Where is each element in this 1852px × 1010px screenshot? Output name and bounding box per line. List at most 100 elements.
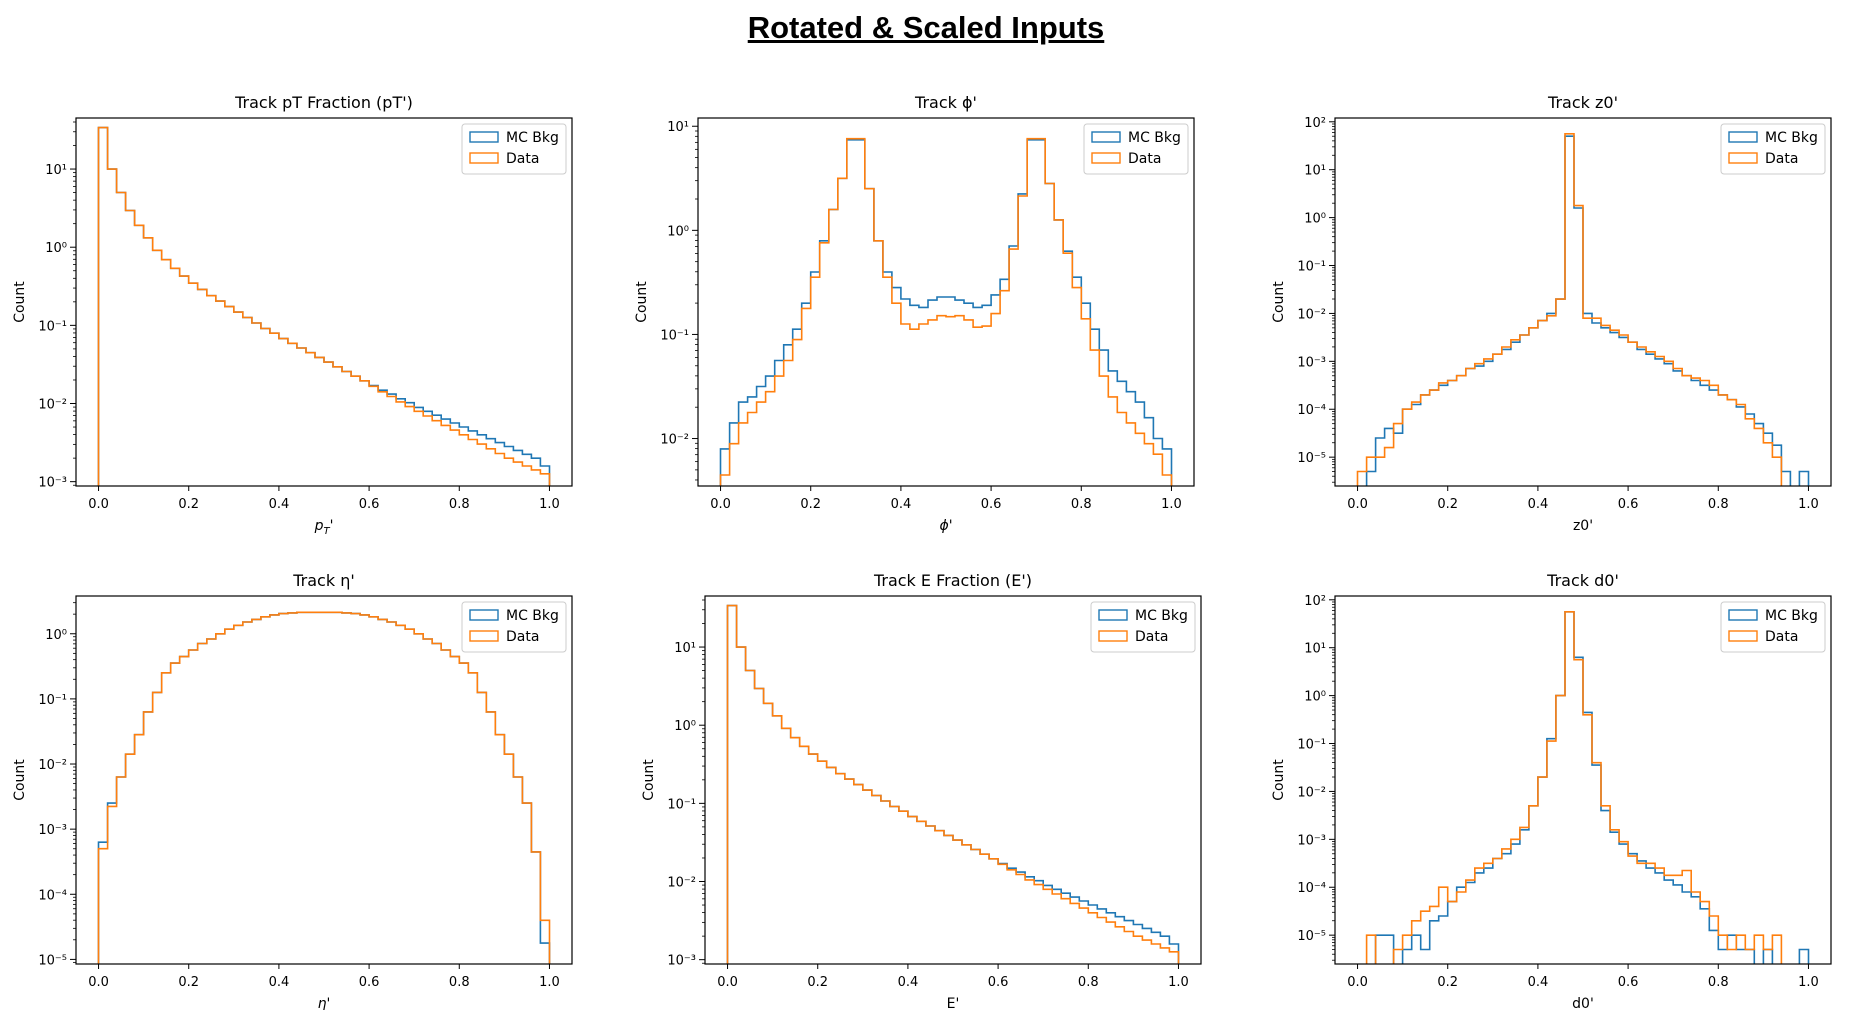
y-tick-label: 10⁻⁴ (1297, 403, 1326, 418)
legend-label: MC Bkg (1128, 130, 1181, 146)
y-tick-label: 10¹ (45, 163, 67, 178)
x-tick-label: 0.8 (449, 975, 470, 990)
legend-label: Data (1135, 629, 1168, 645)
x-axis-label: ϕ' (939, 518, 952, 534)
x-axis-label: z0' (1573, 518, 1593, 534)
x-tick-label: 0.8 (1708, 497, 1729, 512)
x-tick-label: 0.8 (1071, 497, 1092, 512)
y-tick-label: 10⁻¹ (38, 693, 67, 708)
x-tick-label: 0.8 (1078, 975, 1099, 990)
x-axis-label: d0' (1572, 996, 1594, 1010)
y-tick-label: 10⁻³ (38, 823, 67, 838)
y-tick-label: 10¹ (1304, 642, 1326, 657)
y-tick-label: 10⁻² (38, 758, 67, 773)
legend-swatch (469, 630, 499, 642)
legend: MC Bkg Data (1720, 601, 1826, 653)
x-tick-label: 0.4 (269, 497, 290, 512)
legend-box (1090, 601, 1196, 653)
legend-label: Data (1765, 151, 1798, 167)
x-tick-label: 0.2 (1437, 497, 1458, 512)
legend-box (1720, 123, 1826, 175)
x-tick-label: 0.2 (807, 975, 828, 990)
y-tick-label: 10⁰ (45, 241, 67, 256)
y-tick-label: 10⁻⁴ (1297, 881, 1326, 896)
y-tick-label: 10² (1304, 594, 1326, 609)
x-axis-label: E' (947, 996, 960, 1010)
legend-swatch (1728, 152, 1758, 164)
y-tick-label: 10⁻¹ (1297, 260, 1326, 275)
plot-frame (697, 117, 1195, 487)
chart-title: Track d0' (1546, 571, 1619, 590)
plot-frame (1334, 117, 1832, 487)
series-data-line (726, 604, 1180, 964)
x-tick-label: 0.4 (1528, 975, 1549, 990)
x-tick-label: 0.6 (988, 975, 1009, 990)
x-tick-label: 0.6 (981, 497, 1002, 512)
series-data-line (1356, 133, 1783, 486)
legend-swatch (469, 152, 499, 164)
x-tick-label: 1.0 (1168, 975, 1189, 990)
series-mc-bkg-line (726, 604, 1180, 964)
series-mc-bkg-line (719, 139, 1173, 486)
x-tick-label: 0.2 (800, 497, 821, 512)
y-tick-label: 10⁰ (674, 719, 696, 734)
series-mc-bkg-line (1365, 135, 1810, 486)
x-axis-label: η' (318, 996, 331, 1010)
x-tick-label: 0.8 (1708, 975, 1729, 990)
legend-label: MC Bkg (1135, 608, 1188, 624)
y-tick-label: 10⁻² (667, 876, 696, 891)
legend-label: Data (1128, 151, 1161, 167)
y-tick-label: 10² (1304, 116, 1326, 131)
chart-panel-1: Track pT Fraction (pT') 0.0 0.2 0.4 0.6 0.8 1.… (12, 93, 573, 537)
legend-swatch (1091, 152, 1121, 164)
y-tick-label: 10⁰ (45, 628, 67, 643)
legend-box (1083, 123, 1189, 175)
series-data-line (97, 126, 551, 486)
chart-panel-6: Track d0' 0.0 0.2 0.4 0.6 0.8 1.0 10⁻⁵ 10⁻⁴ 10⁻³ 1… (1271, 571, 1832, 1010)
legend-label: Data (506, 151, 539, 167)
y-tick-label: 10⁻¹ (660, 328, 689, 343)
y-axis-label: Count (1271, 281, 1287, 323)
x-tick-label: 0.4 (1528, 497, 1549, 512)
x-tick-label: 0.6 (1618, 497, 1639, 512)
chart-panel-4: Track η' 0.0 0.2 0.4 0.6 0.8 1.0 10⁻⁵ 10⁻⁴ 10⁻³ 10… (12, 571, 573, 1010)
y-tick-label: 10⁰ (667, 224, 689, 239)
y-tick-label: 10⁰ (1304, 690, 1326, 705)
x-tick-label: 0.2 (1437, 975, 1458, 990)
y-tick-label: 10⁻² (1297, 785, 1326, 800)
legend: MC Bkg Data (1720, 123, 1826, 175)
legend-swatch (1091, 131, 1121, 143)
y-tick-label: 10⁻³ (1297, 355, 1326, 370)
y-tick-label: 10⁻² (1297, 307, 1326, 322)
legend-box (461, 601, 567, 653)
x-tick-label: 0.0 (88, 975, 109, 990)
y-tick-label: 10⁻¹ (1297, 738, 1326, 753)
y-axis-label: Count (12, 281, 28, 323)
series-mc-bkg-line (1374, 611, 1810, 964)
x-tick-label: 1.0 (539, 975, 560, 990)
chart-title: Track z0' (1547, 93, 1618, 112)
y-tick-label: 10⁻³ (667, 954, 696, 969)
y-axis-label: Count (1271, 759, 1287, 801)
chart-title: Track η' (292, 571, 355, 590)
x-tick-label: 1.0 (1161, 497, 1182, 512)
legend: MC Bkg Data (1090, 601, 1196, 653)
legend-box (1720, 601, 1826, 653)
x-tick-label: 0.0 (1347, 975, 1368, 990)
y-tick-label: 10⁻⁵ (1297, 451, 1326, 466)
legend-swatch (1728, 131, 1758, 143)
y-tick-label: 10¹ (667, 120, 689, 135)
legend-swatch (1098, 630, 1128, 642)
legend-label: Data (1765, 629, 1798, 645)
x-tick-label: 1.0 (1798, 497, 1819, 512)
legend-label: Data (506, 629, 539, 645)
legend-swatch (469, 609, 499, 621)
y-tick-label: 10⁻² (660, 433, 689, 448)
legend-swatch (1098, 609, 1128, 621)
series-data-line (719, 137, 1173, 486)
y-tick-label: 10¹ (674, 641, 696, 656)
legend-swatch (469, 131, 499, 143)
y-tick-label: 10⁻⁵ (38, 953, 67, 968)
series-data-line (1365, 611, 1783, 964)
x-tick-label: 0.6 (359, 497, 380, 512)
